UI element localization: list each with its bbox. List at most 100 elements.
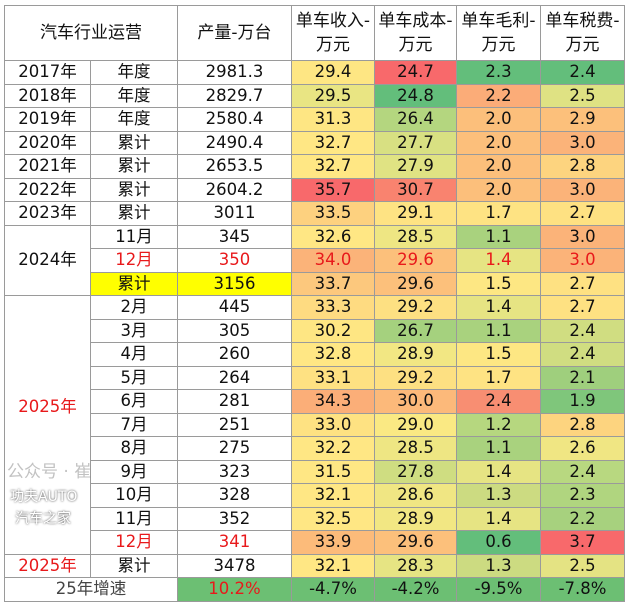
table-row: 2017年 年度 2981.3 29.4 24.7 2.3 2.4: [4, 60, 625, 85]
watermark-text: 公众号 · 崔: [7, 462, 92, 482]
growth-tax-cell: -7.8%: [540, 577, 625, 602]
margin-cell: 0.6: [456, 530, 541, 555]
margin-cell: 1.4: [456, 295, 541, 320]
cost-cell: 28.9: [374, 342, 457, 367]
period-cell: 累计: [90, 177, 178, 202]
production-cell: 3011: [177, 201, 292, 226]
margin-cell: 1.7: [456, 365, 541, 390]
cost-cell: 29.2: [374, 295, 457, 320]
margin-cell: 2.0: [456, 177, 541, 202]
cost-cell: 29.1: [374, 201, 457, 226]
table-row: 7月 251 33.0 29.0 1.2 2.8: [5, 412, 625, 437]
table-row: 4月 260 32.8 28.9 1.5 2.4: [5, 342, 625, 367]
cost-cell: 27.8: [374, 459, 457, 484]
table-row: 2023年 累计 3011 33.5 29.1 1.7 2.7: [4, 201, 625, 226]
year-cell: 2022年: [4, 177, 91, 202]
year-cell: 2025年: [4, 553, 91, 578]
tax-cell: 3.0: [540, 248, 625, 273]
growth-margin-cell: -9.5%: [456, 577, 541, 602]
production-cell: 305: [177, 318, 292, 343]
table-row: 12月 350 34.0 29.6 1.4 3.0: [5, 248, 625, 273]
year-cell: 2024年: [4, 224, 91, 296]
period-cell: 2月: [90, 295, 178, 320]
production-cell: 352: [177, 506, 292, 531]
period-cell: 累计: [90, 553, 178, 578]
margin-cell: 1.3: [456, 553, 541, 578]
table-row: 5月 264 33.1 29.2 1.7 2.1: [5, 365, 625, 390]
revenue-cell: 32.1: [291, 553, 375, 578]
cost-cell: 28.9: [374, 506, 457, 531]
revenue-cell: 35.7: [291, 177, 375, 202]
cost-cell: 29.2: [374, 365, 457, 390]
period-cell: 累计: [90, 130, 178, 155]
revenue-cell: 33.3: [291, 295, 375, 320]
production-cell: 3478: [177, 553, 292, 578]
period-cell: 年度: [90, 60, 178, 85]
period-cell: 11月: [90, 506, 178, 531]
auto-industry-table: 汽车行业运营 产量-万台 单车收入-万元 单车成本-万元 单车毛利-万元 单车税…: [4, 5, 625, 602]
tax-cell: 2.3: [540, 483, 625, 508]
header-category: 汽车行业运营: [4, 5, 178, 61]
table-row: 2024年 11月 345 32.6 28.5 1.1 3.0: [4, 224, 625, 296]
revenue-cell: 32.1: [291, 483, 375, 508]
header-revenue: 单车收入-万元: [291, 5, 375, 61]
production-cell: 323: [177, 459, 292, 484]
production-cell: 251: [177, 412, 292, 437]
revenue-cell: 32.2: [291, 436, 375, 461]
growth-row: 25年增速 10.2% -4.7% -4.2% -9.5% -7.8%: [4, 577, 625, 602]
tax-cell: 2.2: [540, 506, 625, 531]
growth-label: 25年增速: [4, 577, 178, 602]
table-row: 累计 3156 33.7 29.6 1.5 2.7: [5, 271, 625, 296]
table-row: 9月 323 31.5 27.8 1.4 2.4: [5, 459, 625, 484]
cost-cell: 28.5: [374, 436, 457, 461]
header-margin: 单车毛利-万元: [456, 5, 541, 61]
year-cell: 2017年: [4, 60, 91, 85]
revenue-cell: 33.7: [291, 271, 375, 296]
period-cell: 年度: [90, 83, 178, 108]
cost-cell: 26.4: [374, 107, 457, 132]
period-cell: 10月: [90, 483, 178, 508]
period-cell: 8月: [90, 436, 178, 461]
tax-cell: 2.1: [540, 365, 625, 390]
tax-cell: 2.5: [540, 83, 625, 108]
production-cell: 2604.2: [177, 177, 292, 202]
margin-cell: 2.3: [456, 60, 541, 85]
table-row: 3月 305 30.2 26.7 1.1 2.4: [5, 318, 625, 343]
header-row: 汽车行业运营 产量-万台 单车收入-万元 单车成本-万元 单车毛利-万元 单车税…: [4, 5, 625, 61]
tax-cell: 1.9: [540, 389, 625, 414]
period-cell: 4月: [90, 342, 178, 367]
production-cell: 445: [177, 295, 292, 320]
cost-cell: 28.3: [374, 553, 457, 578]
production-cell: 260: [177, 342, 292, 367]
growth-cost-cell: -4.2%: [374, 577, 457, 602]
revenue-cell: 30.2: [291, 318, 375, 343]
production-cell: 281: [177, 389, 292, 414]
margin-cell: 1.2: [456, 412, 541, 437]
tax-cell: 3.0: [540, 224, 625, 249]
period-cell: 5月: [90, 365, 178, 390]
revenue-cell: 32.6: [291, 224, 375, 249]
cost-cell: 24.8: [374, 83, 457, 108]
production-cell: 2653.5: [177, 154, 292, 179]
tax-cell: 3.0: [540, 177, 625, 202]
table-row: 12月 341 33.9 29.6 0.6 3.7: [5, 530, 625, 555]
period-cell: 12月: [90, 530, 178, 555]
tax-cell: 2.9: [540, 107, 625, 132]
production-cell: 275: [177, 436, 292, 461]
year-cell: 2018年: [4, 83, 91, 108]
cost-cell: 27.9: [374, 154, 457, 179]
margin-cell: 1.5: [456, 342, 541, 367]
revenue-cell: 31.3: [291, 107, 375, 132]
watermark-brand-2: 汽车之家: [15, 511, 71, 527]
margin-cell: 1.3: [456, 483, 541, 508]
period-cell: 9月: [90, 459, 178, 484]
period-cell: 累计: [90, 201, 178, 226]
margin-cell: 2.2: [456, 83, 541, 108]
margin-cell: 1.7: [456, 201, 541, 226]
revenue-cell: 34.3: [291, 389, 375, 414]
tax-cell: 2.4: [540, 459, 625, 484]
period-cell: 累计: [90, 271, 178, 296]
table-row: 2025年 2月 445 33.3 29.2 1.4 2.7: [4, 295, 625, 555]
table-row: 2022年 累计 2604.2 35.7 30.7 2.0 3.0: [4, 177, 625, 202]
cost-cell: 27.7: [374, 130, 457, 155]
